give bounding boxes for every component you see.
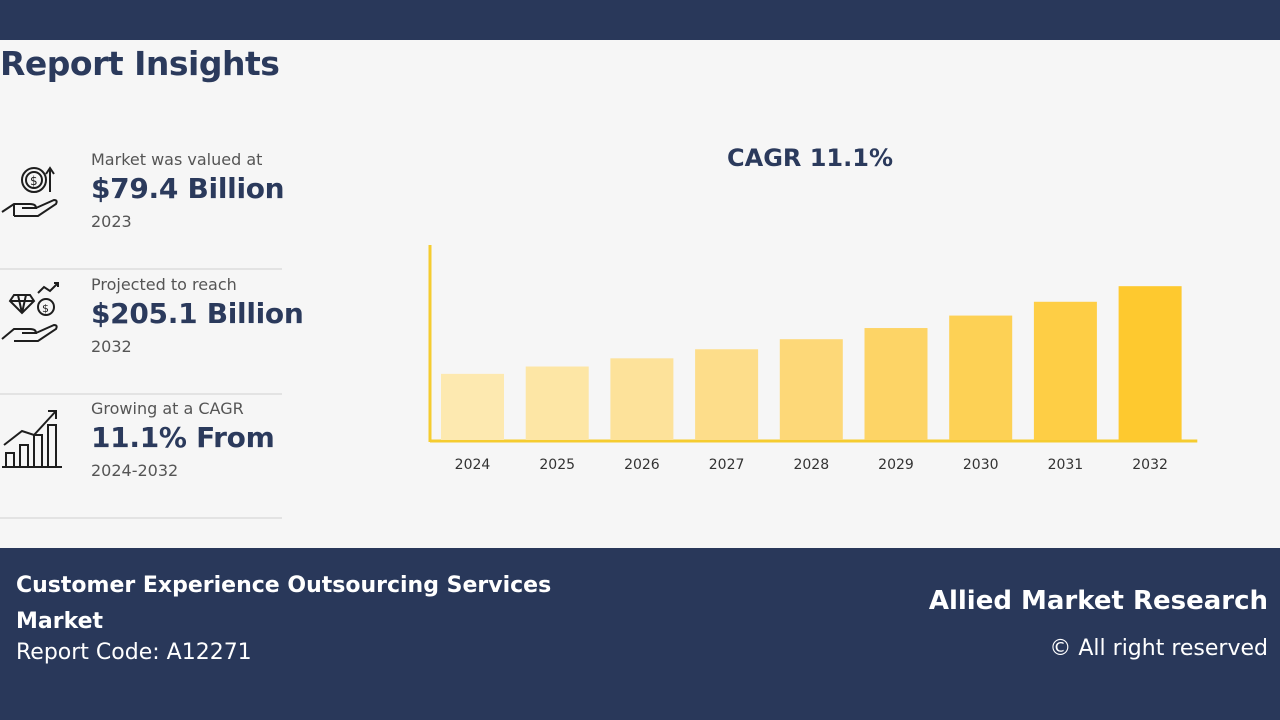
bar-2030 (949, 315, 1013, 440)
stat-label: Growing at a CAGR (91, 399, 244, 418)
stat-year: 2032 (91, 337, 132, 356)
x-tick-label: 2031 (1048, 457, 1084, 473)
diamond-coin-hand-icon: $ (0, 281, 64, 345)
divider (0, 268, 282, 270)
bar-2024 (441, 373, 504, 440)
bar-chart: 2024 2025 2026 2027 2028 2029 2030 2031 2032 (428, 245, 1198, 473)
svg-text:$: $ (30, 174, 38, 188)
bar-2031 (1033, 301, 1097, 440)
stat-value: $79.4 Billion (91, 172, 285, 205)
x-tick-label: 2027 (709, 457, 745, 473)
stat-year-range: 2024-2032 (91, 461, 179, 480)
stat-value: 11.1% From (91, 421, 275, 454)
bar-2027 (695, 349, 759, 440)
stat-value: $205.1 Billion (91, 297, 304, 330)
stat-label: Projected to reach (91, 275, 237, 294)
x-tick-label: 2029 (878, 457, 914, 473)
stat-projected-value: $ Projected to reach $205.1 Billion 2032 (0, 275, 304, 395)
x-tick-label: 2032 (1132, 457, 1168, 473)
market-name: Customer Experience Outsourcing Services… (16, 573, 552, 634)
bar-2026 (610, 358, 674, 440)
stat-label: Market was valued at (91, 150, 263, 169)
money-hand-icon: $ (0, 158, 64, 222)
bar-2029 (864, 328, 928, 440)
divider (0, 517, 282, 519)
chart-title: CAGR 11.1% (727, 144, 893, 172)
stat-market-value: $ Market was valued at $79.4 Billion 202… (0, 150, 285, 270)
divider (0, 393, 282, 395)
x-tick-label: 2026 (624, 457, 660, 473)
bar-2032 (1118, 286, 1182, 440)
bar-2025 (525, 366, 589, 440)
bar-2028 (779, 339, 843, 440)
x-tick-label: 2028 (793, 457, 829, 473)
x-tick-label: 2030 (963, 457, 999, 473)
copyright: © All right reserved (1049, 636, 1268, 661)
x-tick-label: 2025 (539, 457, 575, 473)
footer-bar (0, 548, 1280, 720)
growth-bars-icon (0, 405, 64, 469)
stat-cagr: Growing at a CAGR 11.1% From 2024-2032 (0, 399, 282, 519)
x-tick-label: 2024 (455, 457, 491, 473)
svg-text:$: $ (42, 302, 49, 315)
brand-name: Allied Market Research (928, 586, 1268, 616)
top-bar (0, 0, 1280, 40)
stat-year: 2023 (91, 212, 132, 231)
page-title: Report Insights (0, 44, 280, 83)
report-code: Report Code: A12271 (16, 640, 252, 665)
